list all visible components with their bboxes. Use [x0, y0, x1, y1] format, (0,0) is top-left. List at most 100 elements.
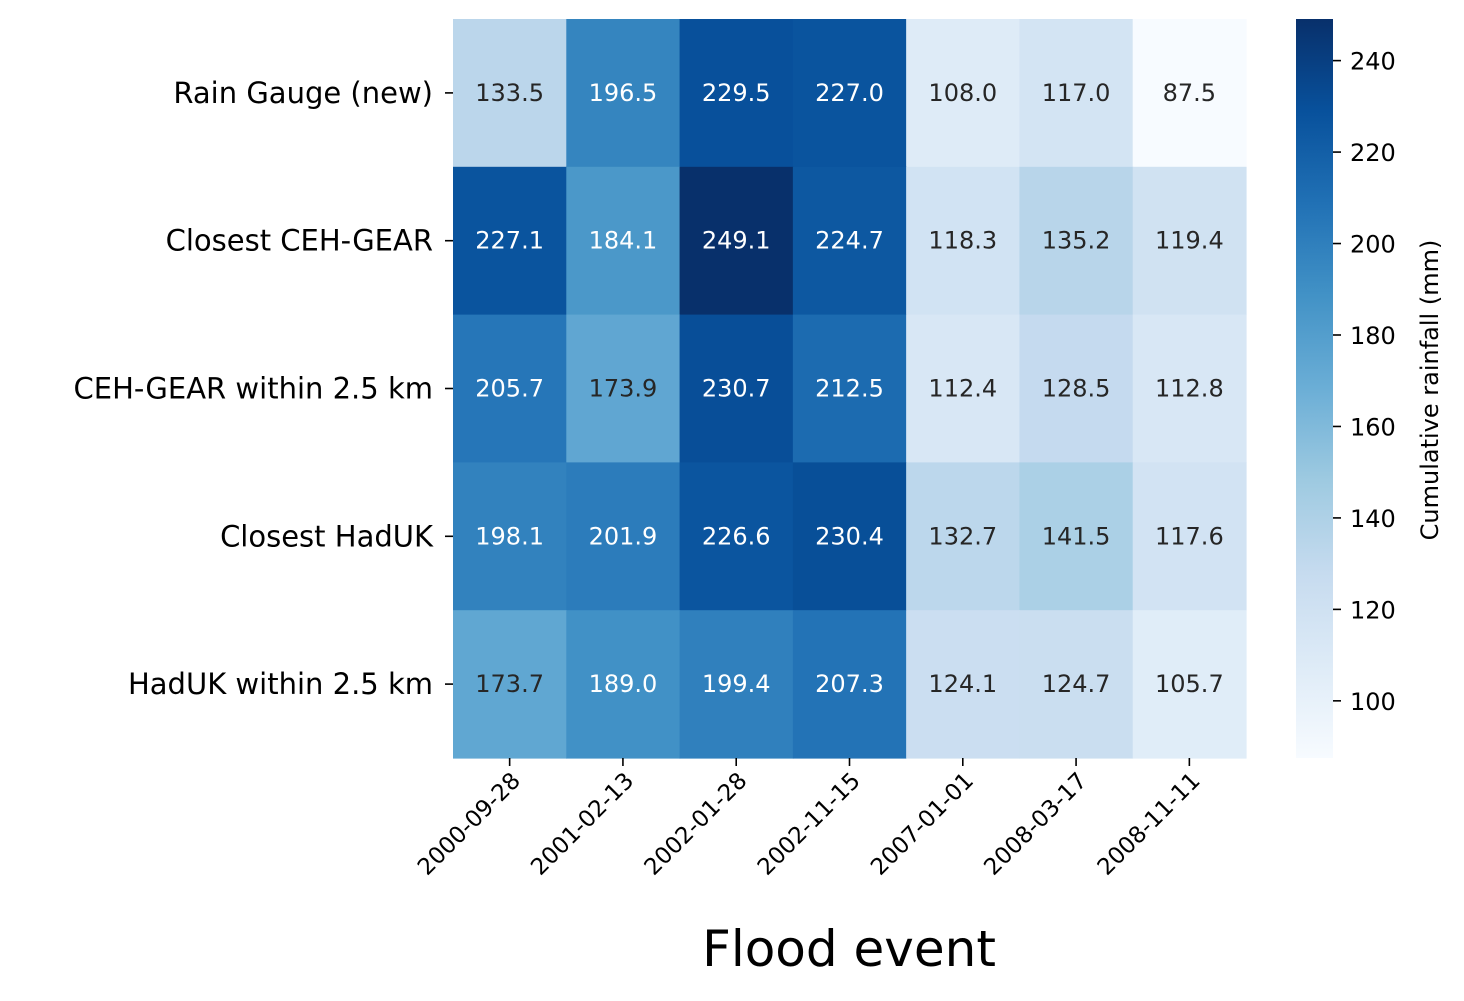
- cell-value-label: 227.0: [815, 79, 884, 107]
- heatmap-cell: [679, 314, 794, 463]
- cell-value-label: 112.8: [1155, 375, 1224, 403]
- heatmap-cell: [906, 610, 1021, 759]
- cell-value-label: 105.7: [1155, 670, 1224, 698]
- heatmap-cell: [566, 166, 681, 316]
- y-tick-label: Rain Gauge (new): [173, 76, 433, 110]
- heatmap-cell: [1019, 314, 1134, 463]
- heatmap-cell: [453, 19, 567, 168]
- colorbar-tick-label: 200: [1350, 231, 1396, 259]
- heatmap-cell: [679, 462, 794, 611]
- colorbar-tick-label: 180: [1350, 322, 1396, 350]
- y-tick-label: Closest CEH-GEAR: [166, 224, 433, 258]
- colorbar-tick-label: 140: [1350, 505, 1396, 533]
- cell-value-label: 205.7: [475, 375, 544, 403]
- heatmap-cell: [679, 166, 794, 316]
- cell-annotations: 133.5 196.5 229.5 227.0 108.0 117.0 87.5 227.1 1…: [475, 79, 1223, 698]
- cell-value-label: 117.6: [1155, 522, 1224, 550]
- cell-value-label: 227.1: [475, 227, 544, 255]
- cell-value-label: 230.7: [702, 375, 771, 403]
- colorbar-tick-label: 240: [1350, 48, 1396, 76]
- cell-value-label: 132.7: [928, 522, 997, 550]
- cell-value-label: 141.5: [1042, 522, 1111, 550]
- cell-value-label: 198.1: [475, 522, 544, 550]
- colorbar-tick-label: 220: [1350, 139, 1396, 167]
- cell-value-label: 249.1: [702, 227, 771, 255]
- cell-value-label: 230.4: [815, 522, 884, 550]
- x-tick-label: 2008-11-11: [1093, 768, 1206, 881]
- cell-value-label: 118.3: [928, 227, 997, 255]
- x-axis: 2000-09-28 2001-02-13 2002-01-28 2002-11-15…: [413, 758, 1206, 881]
- heatmap-cell: [453, 610, 567, 759]
- heatmap-cell: [1019, 610, 1134, 759]
- cell-value-label: 117.0: [1042, 79, 1111, 107]
- heatmap-cell: [792, 610, 907, 759]
- heatmap-cell: [679, 19, 794, 168]
- cell-value-label: 229.5: [702, 79, 771, 107]
- heatmap-cell: [906, 462, 1021, 611]
- cell-value-label: 184.1: [589, 227, 658, 255]
- heatmap-cells: [453, 19, 1247, 759]
- heatmap-cell: [453, 462, 567, 611]
- cell-value-label: 224.7: [815, 227, 884, 255]
- heatmap-cell: [792, 166, 907, 316]
- cell-value-label: 87.5: [1163, 79, 1216, 107]
- x-tick-label: 2001-02-13: [526, 768, 639, 881]
- heatmap-cell: [1132, 610, 1247, 759]
- heatmap-cell: [453, 166, 567, 316]
- colorbar-tick-label: 160: [1350, 413, 1396, 441]
- heatmap-cell: [679, 610, 794, 759]
- colorbar: 100 120 140 160 180 200 220 240: [1296, 19, 1396, 758]
- x-tick-label: 2007-01-01: [866, 768, 979, 881]
- heatmap-cell: [566, 19, 681, 168]
- heatmap-cell: [906, 166, 1021, 316]
- heatmap-cell: [1019, 19, 1134, 168]
- x-axis-title: Flood event: [702, 920, 996, 978]
- x-tick-label: 2008-03-17: [979, 768, 1092, 881]
- cell-value-label: 199.4: [702, 670, 771, 698]
- cell-value-label: 173.9: [589, 375, 658, 403]
- y-tick-label: CEH-GEAR within 2.5 km: [74, 372, 433, 406]
- heatmap-cell: [906, 19, 1021, 168]
- colorbar-gradient: [1296, 19, 1333, 758]
- y-tick-label: Closest HadUK: [220, 519, 434, 553]
- heatmap-cell: [1132, 314, 1247, 463]
- heatmap-cell: [792, 19, 907, 168]
- x-tick-label: 2000-09-28: [413, 768, 526, 881]
- heatmap-cell: [1019, 462, 1134, 611]
- heatmap-cell: [1132, 462, 1247, 611]
- cell-value-label: 108.0: [928, 79, 997, 107]
- cell-value-label: 119.4: [1155, 227, 1224, 255]
- cell-value-label: 207.3: [815, 670, 884, 698]
- heatmap-cell: [566, 610, 681, 759]
- cell-value-label: 173.7: [475, 670, 544, 698]
- y-axis: Rain Gauge (new) Closest CEH-GEAR CEH-GEAR…: [74, 76, 453, 701]
- heatmap-cell: [1132, 166, 1247, 316]
- cell-value-label: 124.1: [928, 670, 997, 698]
- heatmap-cell: [566, 462, 681, 611]
- heatmap-cell: [792, 462, 907, 611]
- cell-value-label: 189.0: [589, 670, 658, 698]
- colorbar-label: Cumulative rainfall (mm): [1416, 240, 1444, 541]
- cell-value-label: 226.6: [702, 522, 771, 550]
- cell-value-label: 201.9: [589, 522, 658, 550]
- colorbar-tick-label: 120: [1350, 596, 1396, 624]
- heatmap-cell: [453, 314, 567, 463]
- x-tick-label: 2002-01-28: [640, 768, 753, 881]
- cell-value-label: 212.5: [815, 375, 884, 403]
- cell-value-label: 124.7: [1042, 670, 1111, 698]
- heatmap-cell: [906, 314, 1021, 463]
- cell-value-label: 128.5: [1042, 375, 1111, 403]
- colorbar-tick-label: 100: [1350, 688, 1396, 716]
- cell-value-label: 135.2: [1042, 227, 1111, 255]
- heatmap-cell: [1132, 19, 1247, 168]
- heatmap-cell: [792, 314, 907, 463]
- cell-value-label: 133.5: [475, 79, 544, 107]
- x-tick-label: 2002-11-15: [753, 768, 866, 881]
- heatmap-cell: [566, 314, 681, 463]
- cell-value-label: 112.4: [928, 375, 997, 403]
- cell-value-label: 196.5: [589, 79, 658, 107]
- heatmap-cell: [1019, 166, 1134, 316]
- y-tick-label: HadUK within 2.5 km: [128, 667, 433, 701]
